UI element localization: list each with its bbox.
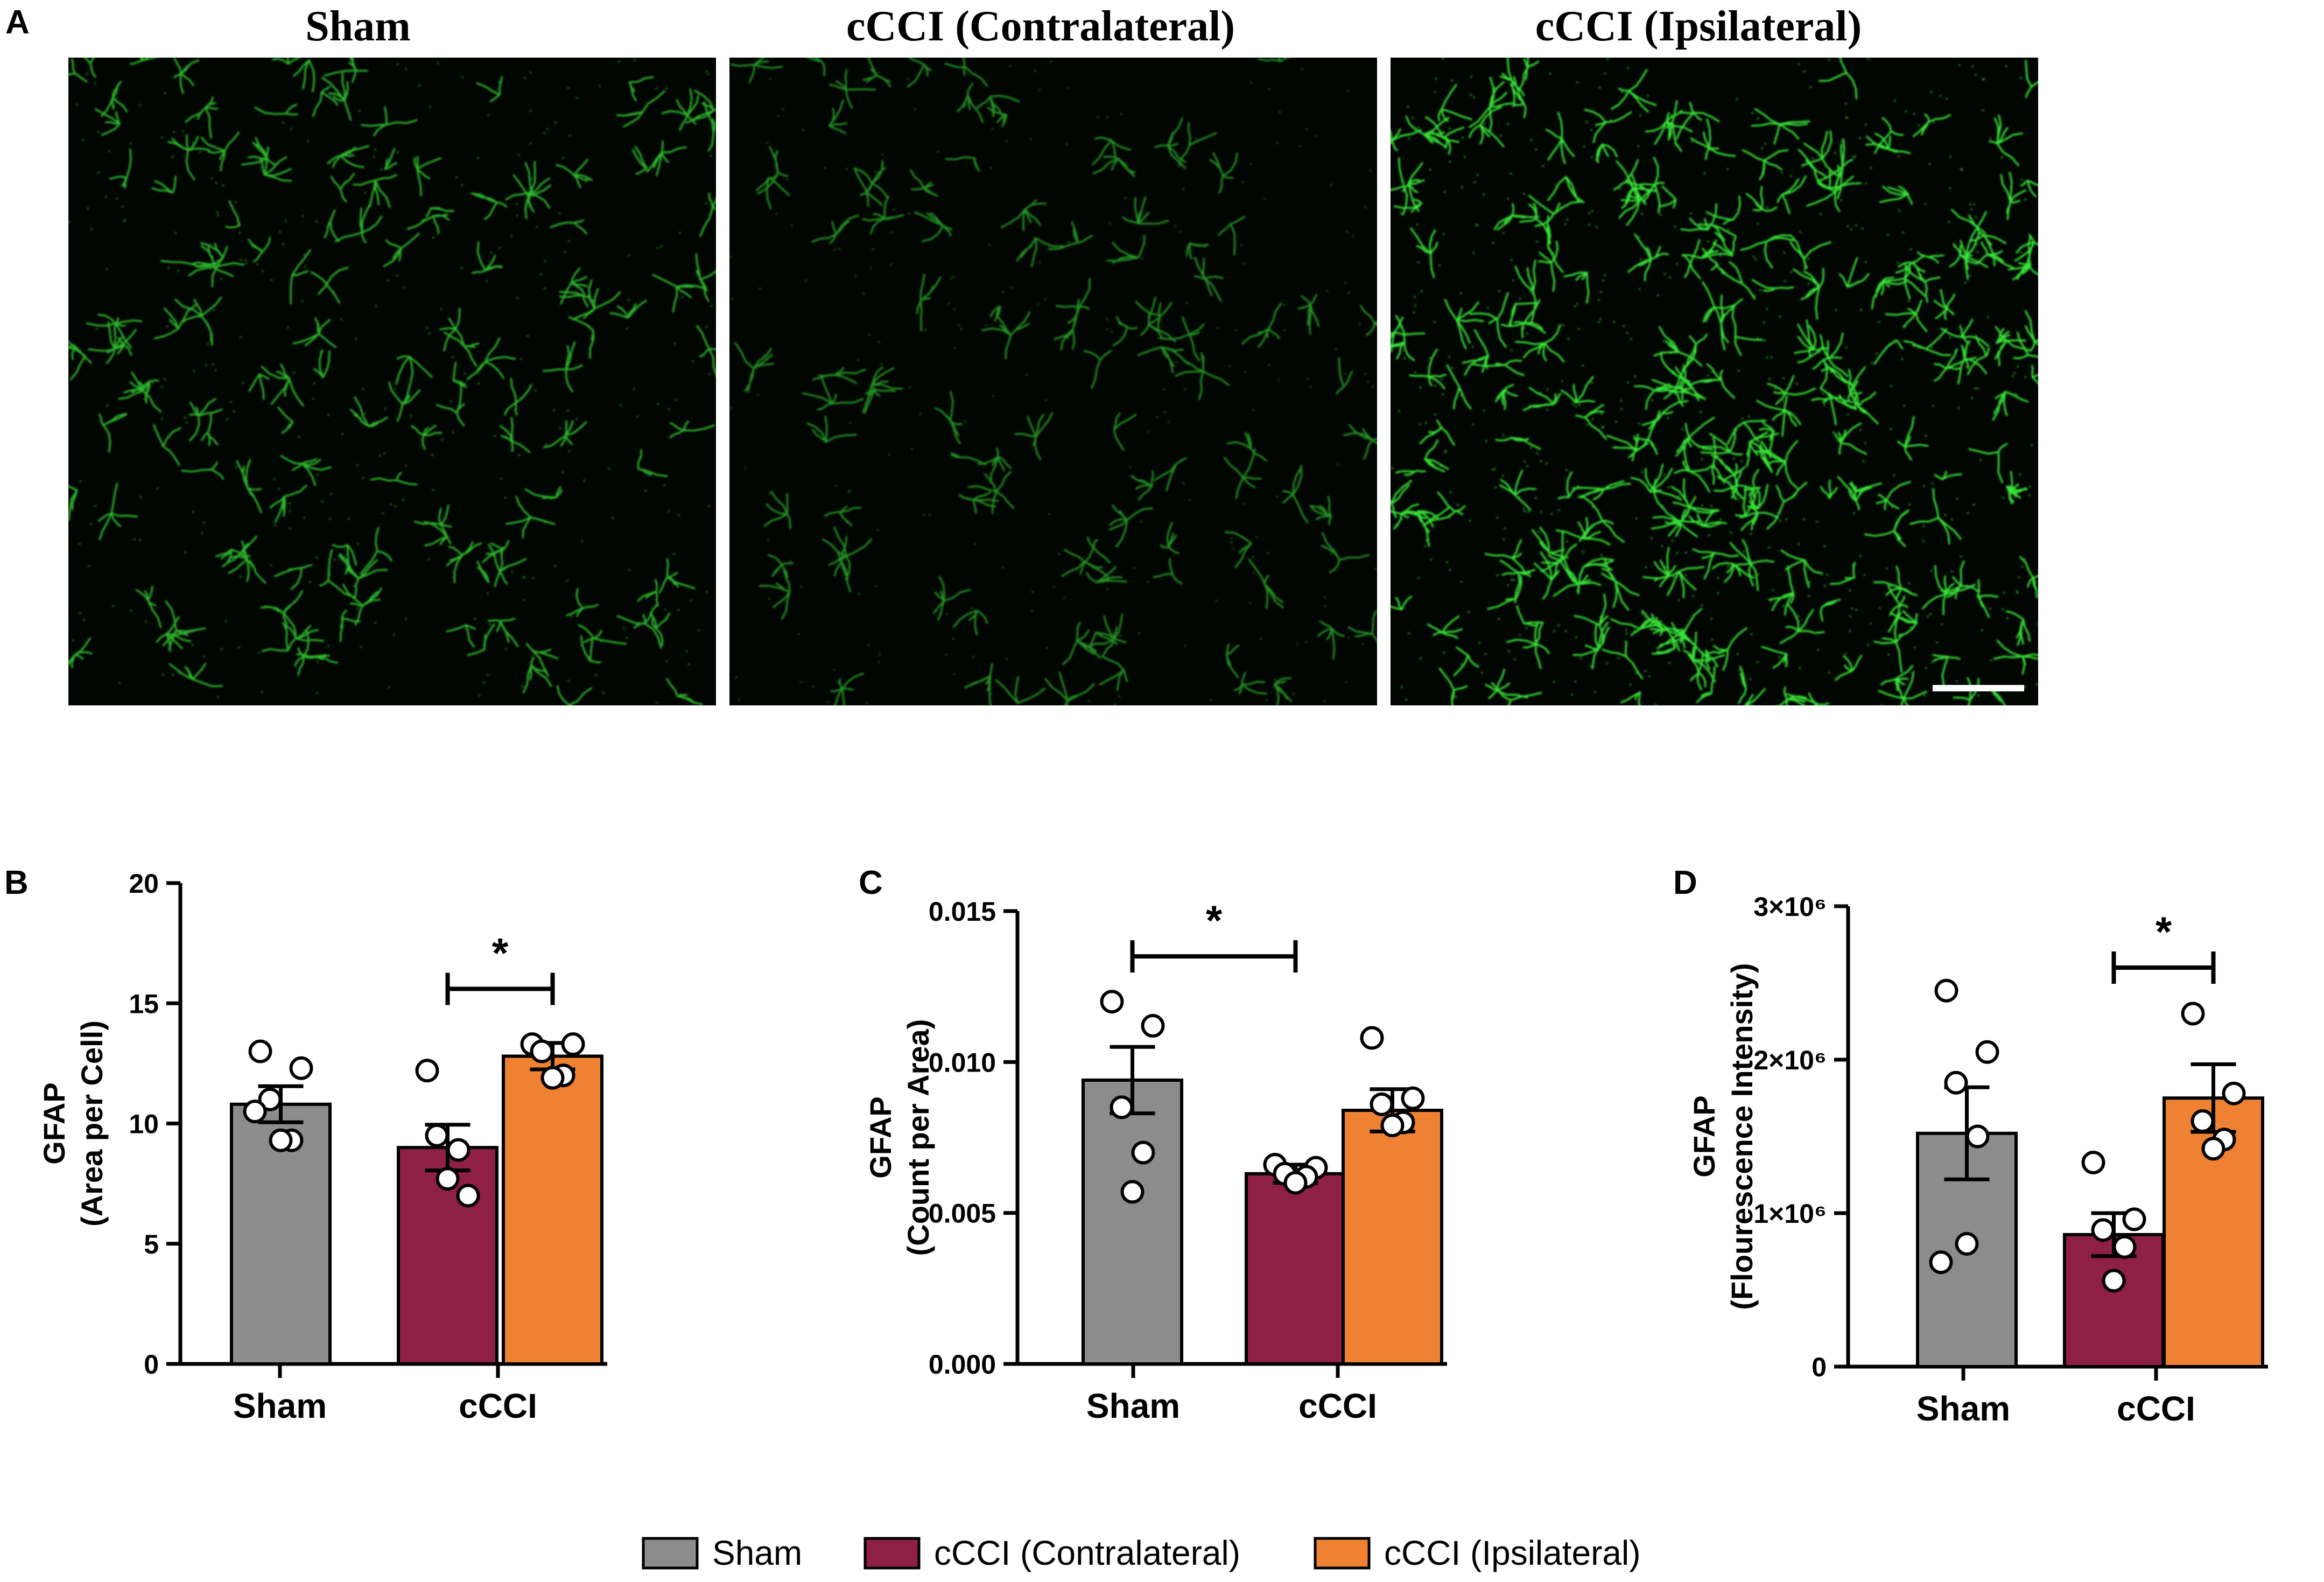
data-point [2201, 1137, 2225, 1161]
micrograph-sham [68, 58, 716, 705]
data-point [1360, 1026, 1384, 1050]
data-point [2122, 1207, 2146, 1231]
astrocyte-signal [729, 58, 1377, 705]
y-axis-title-line2: (Count per Area) [901, 1019, 935, 1256]
legend-swatch-ipsilateral [1314, 1537, 1371, 1570]
micrograph-contralateral [729, 58, 1377, 705]
x-tick-label: cCCI [1298, 1387, 1377, 1425]
data-point [248, 1039, 272, 1063]
chart-area-per-cell: 0 5 10 15 20 Sham cCCI GFAP (Area per Cell) * [37, 869, 607, 1425]
x-tick-label: Sham [1916, 1389, 2010, 1428]
data-point [1401, 1086, 1425, 1110]
significance-star: * [2156, 908, 2172, 955]
panel-letter-c: C [859, 864, 883, 901]
panel-letter-a: A [5, 4, 30, 41]
panel-letter-d: D [1673, 864, 1697, 901]
data-point [1110, 1095, 1134, 1119]
legend-swatch-contralateral [863, 1537, 921, 1570]
y-tick-label: 3×10⁶ [1753, 892, 1827, 922]
micrograph-background [729, 58, 1377, 705]
data-point [1955, 1232, 1979, 1256]
y-axis-title-line1: GFAP [1687, 1095, 1721, 1177]
data-point [1131, 1140, 1155, 1165]
data-point [530, 1039, 554, 1063]
x-tick-label: Sham [233, 1387, 327, 1425]
micrograph-title-ipsilateral: cCCI (Ipsilateral) [1535, 3, 1862, 50]
y-tick-label: 5 [144, 1229, 159, 1259]
bar [2063, 1233, 2165, 1368]
data-point [415, 1059, 439, 1083]
data-point [269, 1128, 293, 1152]
legend: Sham cCCI (Contralateral) cCCI (Ipsilate… [642, 1534, 1641, 1572]
data-point [2190, 1109, 2215, 1133]
data-point [1141, 1014, 1165, 1038]
y-axis-title-line1: GFAP [863, 1096, 897, 1178]
data-point [561, 1032, 585, 1056]
y-tick-label: 0 [1812, 1352, 1827, 1382]
data-point [1120, 1180, 1145, 1204]
bar [1342, 1109, 1443, 1366]
data-point [1944, 1070, 1968, 1095]
micrograph-ipsilateral [1391, 58, 2038, 705]
data-point [1934, 978, 1958, 1003]
y-tick-label: 20 [129, 869, 159, 899]
data-point [456, 1184, 480, 1208]
y-tick-label: 15 [129, 989, 159, 1019]
y-axis-title-line1: GFAP [37, 1082, 71, 1164]
astrocyte-signal [1391, 58, 2038, 705]
data-point [2102, 1269, 2126, 1293]
micrograph-title-sham: Sham [305, 3, 411, 50]
data-point [1929, 1250, 1953, 1275]
bar [1245, 1172, 1346, 1366]
y-tick-label: 10 [129, 1109, 159, 1139]
y-axis-title-line2: (Flourescence Intensity) [1725, 963, 1759, 1310]
scale-bar [1933, 685, 2024, 691]
significance-star: * [1206, 897, 1223, 944]
legend-label-contralateral: cCCI (Contralateral) [934, 1534, 1240, 1572]
y-tick-label: 0 [144, 1349, 159, 1380]
data-point [1965, 1124, 1990, 1149]
y-tick-label: 2×10⁶ [1753, 1045, 1827, 1075]
data-point [1380, 1114, 1405, 1138]
micrograph-title-contralateral: cCCI (Contralateral) [846, 3, 1235, 50]
data-point [446, 1138, 471, 1162]
data-point [2081, 1150, 2105, 1174]
data-point [2091, 1218, 2115, 1242]
data-point [436, 1167, 460, 1191]
data-point [540, 1066, 565, 1090]
chart-fluorescence-intensity: 0 1×10⁶ 2×10⁶ 3×10⁶ Sham cCCI GFAP (Flourescenc… [1687, 892, 2268, 1428]
significance-star: * [492, 929, 509, 976]
x-tick-label: cCCI [459, 1387, 537, 1425]
data-point [2112, 1235, 2137, 1259]
data-point [2181, 1002, 2205, 1026]
data-point [258, 1087, 282, 1111]
legend-label-ipsilateral: cCCI (Ipsilateral) [1384, 1534, 1641, 1572]
data-point [2222, 1081, 2246, 1105]
y-tick-label: 0.000 [929, 1349, 996, 1380]
bar [502, 1054, 603, 1366]
y-tick-label: 0.010 [929, 1047, 996, 1077]
data-point [289, 1056, 313, 1080]
micrograph-background [1391, 58, 2038, 705]
legend-label-sham: Sham [712, 1534, 802, 1572]
x-tick-label: Sham [1086, 1387, 1180, 1425]
y-tick-label: 1×10⁶ [1753, 1199, 1827, 1229]
astrocyte-signal [68, 58, 716, 705]
data-point [1100, 990, 1124, 1014]
legend-swatch-sham [642, 1537, 699, 1570]
x-tick-label: cCCI [2117, 1389, 2195, 1428]
data-point [425, 1123, 449, 1147]
data-point [1283, 1171, 1308, 1195]
data-point [1370, 1092, 1394, 1116]
y-axis-title-line2: (Area per Cell) [75, 1020, 109, 1227]
panel-letter-b: B [4, 864, 29, 901]
chart-count-per-area: 0.000 0.005 0.010 0.015 Sham cCCI GFAP (Count p… [863, 897, 1447, 1425]
data-point [243, 1100, 267, 1124]
data-point [1975, 1040, 1999, 1064]
y-tick-label: 0.005 [929, 1199, 996, 1229]
bar [1082, 1078, 1183, 1366]
y-tick-label: 0.015 [929, 897, 996, 927]
